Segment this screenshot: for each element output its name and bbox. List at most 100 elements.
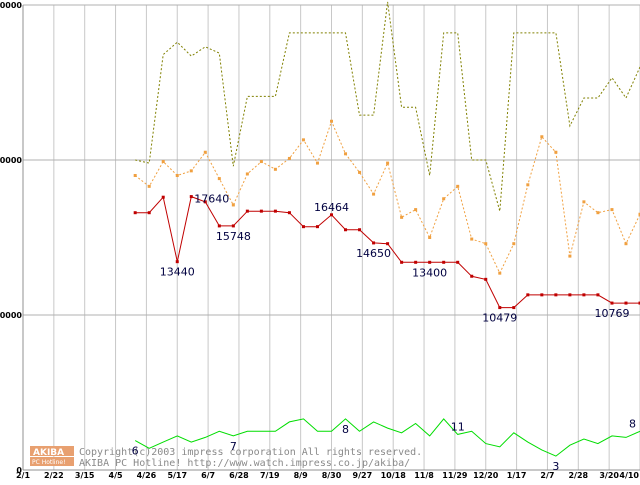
data-point-average bbox=[204, 151, 207, 154]
data-point-average bbox=[134, 174, 137, 177]
data-point-average bbox=[288, 157, 291, 160]
data-point-minimum bbox=[624, 302, 627, 305]
data-point-minimum bbox=[414, 261, 417, 264]
data-label: 10769 bbox=[594, 307, 629, 320]
data-point-minimum bbox=[162, 196, 165, 199]
x-tick-label: 4/5 bbox=[109, 471, 123, 480]
data-point-minimum bbox=[372, 241, 375, 244]
data-label: 8 bbox=[342, 423, 349, 436]
data-point-average bbox=[162, 160, 165, 163]
data-point-minimum bbox=[386, 242, 389, 245]
data-label: 15748 bbox=[216, 230, 251, 243]
data-point-minimum bbox=[232, 224, 235, 227]
x-tick-label: 6/7 bbox=[201, 471, 215, 480]
x-tick-label: 10/18 bbox=[381, 471, 407, 480]
watermark-logo-top: AKIBA bbox=[33, 448, 64, 458]
watermark-line2: AKIBA PC Hotline! http://www.watch.impre… bbox=[79, 458, 410, 469]
data-point-average bbox=[554, 151, 557, 154]
data-point-average bbox=[232, 203, 235, 206]
x-tick-label: 2/7 bbox=[540, 471, 554, 480]
data-point-average bbox=[470, 238, 473, 241]
data-point-average bbox=[526, 183, 529, 186]
data-point-minimum bbox=[596, 293, 599, 296]
data-point-average bbox=[246, 172, 249, 175]
data-label: 17640 bbox=[194, 193, 229, 206]
data-point-average bbox=[442, 197, 445, 200]
data-label: 16464 bbox=[314, 201, 349, 214]
data-point-average bbox=[568, 255, 571, 258]
data-point-minimum bbox=[540, 293, 543, 296]
data-point-minimum bbox=[134, 211, 137, 214]
data-label: 6 bbox=[132, 445, 139, 458]
x-tick-label: 3/20 bbox=[599, 471, 619, 480]
data-point-minimum bbox=[218, 224, 221, 227]
data-point-average bbox=[330, 120, 333, 123]
y-tick-label: 10000 bbox=[0, 311, 22, 320]
data-point-minimum bbox=[484, 278, 487, 281]
data-point-minimum bbox=[274, 210, 277, 213]
data-point-minimum bbox=[260, 210, 263, 213]
data-point-average bbox=[260, 160, 263, 163]
x-tick-label: 2/1 bbox=[16, 471, 30, 480]
data-point-average bbox=[512, 242, 515, 245]
x-tick-label: 12/20 bbox=[473, 471, 499, 480]
data-point-minimum bbox=[148, 211, 151, 214]
data-point-average bbox=[610, 208, 613, 211]
watermark: AKIBA PC Hotline! Copyright(c)2003 impre… bbox=[30, 446, 422, 469]
data-label: 8 bbox=[629, 417, 636, 430]
x-tick-label: 4/26 bbox=[137, 471, 157, 480]
watermark-line1: Copyright(c)2003 impress corporation All… bbox=[79, 447, 422, 458]
data-point-minimum bbox=[344, 228, 347, 231]
data-point-minimum bbox=[246, 210, 249, 213]
data-point-minimum bbox=[428, 261, 431, 264]
data-point-minimum bbox=[498, 306, 501, 309]
data-point-average bbox=[596, 211, 599, 214]
data-point-minimum bbox=[456, 261, 459, 264]
data-point-average bbox=[302, 138, 305, 141]
y-tick-label: 20000 bbox=[0, 156, 22, 165]
data-point-minimum bbox=[190, 195, 193, 198]
data-point-minimum bbox=[512, 306, 515, 309]
data-point-average bbox=[386, 162, 389, 165]
watermark-logo-bottom: PC Hotline! bbox=[32, 459, 65, 466]
x-tick-label: 11/29 bbox=[442, 471, 468, 480]
x-tick-label: 5/17 bbox=[167, 471, 187, 480]
x-tick-label: 3/15 bbox=[75, 471, 95, 480]
data-point-average bbox=[274, 168, 277, 171]
data-point-average bbox=[456, 185, 459, 188]
data-point-average bbox=[190, 169, 193, 172]
x-tick-label: 6/28 bbox=[229, 471, 249, 480]
data-point-average bbox=[344, 152, 347, 155]
data-point-minimum bbox=[316, 225, 319, 228]
data-point-minimum bbox=[400, 261, 403, 264]
x-tick-label: 1/17 bbox=[507, 471, 527, 480]
data-point-minimum bbox=[470, 275, 473, 278]
data-point-minimum bbox=[554, 293, 557, 296]
data-point-average bbox=[148, 185, 151, 188]
data-point-average bbox=[540, 135, 543, 138]
data-point-minimum bbox=[610, 302, 613, 305]
data-point-average bbox=[400, 216, 403, 219]
data-label: 13400 bbox=[412, 266, 447, 279]
data-point-minimum bbox=[288, 211, 291, 214]
data-point-average bbox=[176, 174, 179, 177]
data-point-minimum bbox=[302, 225, 305, 228]
data-point-average bbox=[218, 177, 221, 180]
data-label: 14650 bbox=[356, 247, 391, 260]
data-point-average bbox=[484, 242, 487, 245]
data-point-average bbox=[372, 193, 375, 196]
data-label: 13440 bbox=[160, 266, 195, 279]
data-label: 11 bbox=[451, 420, 465, 433]
x-tick-label: 11/8 bbox=[414, 471, 434, 480]
data-point-minimum bbox=[176, 260, 179, 263]
data-label: 7 bbox=[230, 440, 237, 453]
data-point-minimum bbox=[582, 293, 585, 296]
data-point-average bbox=[316, 162, 319, 165]
x-tick-label: 2/28 bbox=[568, 471, 588, 480]
grid bbox=[23, 5, 640, 470]
x-tick-label: 8/9 bbox=[294, 471, 308, 480]
data-point-average bbox=[582, 200, 585, 203]
data-point-average bbox=[624, 242, 627, 245]
